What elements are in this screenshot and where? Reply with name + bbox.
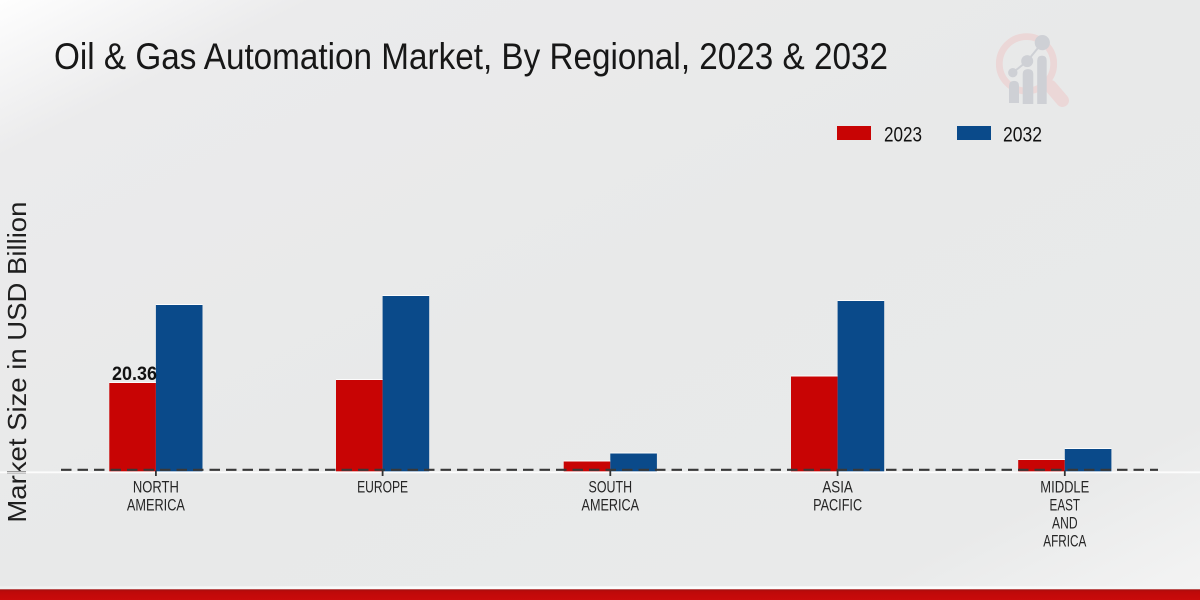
svg-text:AMERICA: AMERICA: [127, 496, 185, 515]
svg-text:MIDDLE: MIDDLE: [1040, 478, 1089, 497]
svg-text:ASIA: ASIA: [822, 478, 853, 497]
svg-text:AMERICA: AMERICA: [582, 496, 640, 515]
svg-text:NORTH: NORTH: [133, 478, 179, 497]
svg-text:EUROPE: EUROPE: [357, 478, 408, 497]
svg-text:AND: AND: [1052, 514, 1078, 533]
svg-text:PACIFIC: PACIFIC: [813, 496, 862, 515]
svg-text:Market Size in USD Billion: Market Size in USD Billion: [2, 202, 32, 523]
svg-text:Oil & Gas Automation Market, B: Oil & Gas Automation Market, By Regional…: [54, 36, 888, 77]
svg-text:20.36: 20.36: [112, 363, 157, 385]
svg-text:2032: 2032: [1003, 124, 1042, 147]
svg-text:AFRICA: AFRICA: [1043, 532, 1086, 551]
svg-text:EAST: EAST: [1050, 496, 1081, 515]
svg-text:2023: 2023: [884, 124, 922, 147]
svg-text:SOUTH: SOUTH: [589, 478, 633, 497]
